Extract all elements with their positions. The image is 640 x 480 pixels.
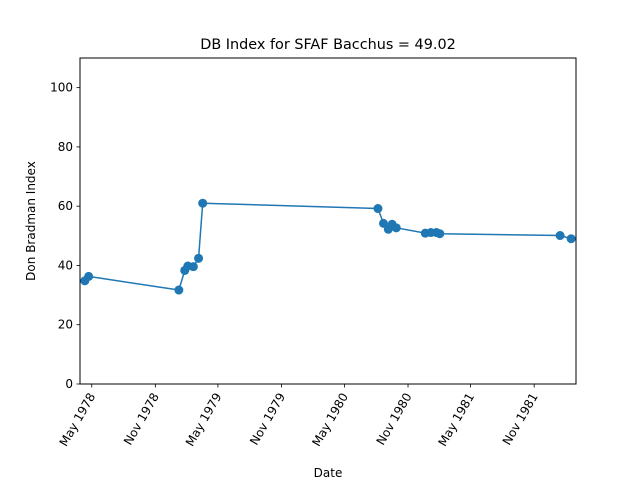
y-tick-label: 20 (58, 318, 73, 332)
y-axis-label: Don Bradman Index (24, 161, 38, 281)
data-point (188, 262, 198, 272)
data-point (391, 223, 401, 233)
y-tick-label: 60 (58, 199, 73, 213)
data-point (555, 231, 565, 241)
series-layer (80, 198, 576, 295)
data-point (373, 204, 383, 214)
y-axis: 0 20 40 60 80 100 (50, 81, 80, 391)
x-axis-label: Date (314, 466, 343, 480)
y-tick-label: 0 (65, 377, 73, 391)
chart-title: DB Index for SFAF Bacchus = 49.02 (200, 37, 456, 53)
data-point (84, 271, 94, 281)
data-point (198, 198, 208, 208)
y-tick-label: 40 (58, 258, 73, 272)
data-point (174, 285, 184, 295)
data-point (194, 253, 204, 263)
y-tick-label: 100 (50, 81, 73, 95)
data-point (566, 234, 576, 244)
data-point (435, 229, 445, 239)
plot-frame (79, 57, 577, 385)
y-tick-label: 80 (58, 140, 73, 154)
